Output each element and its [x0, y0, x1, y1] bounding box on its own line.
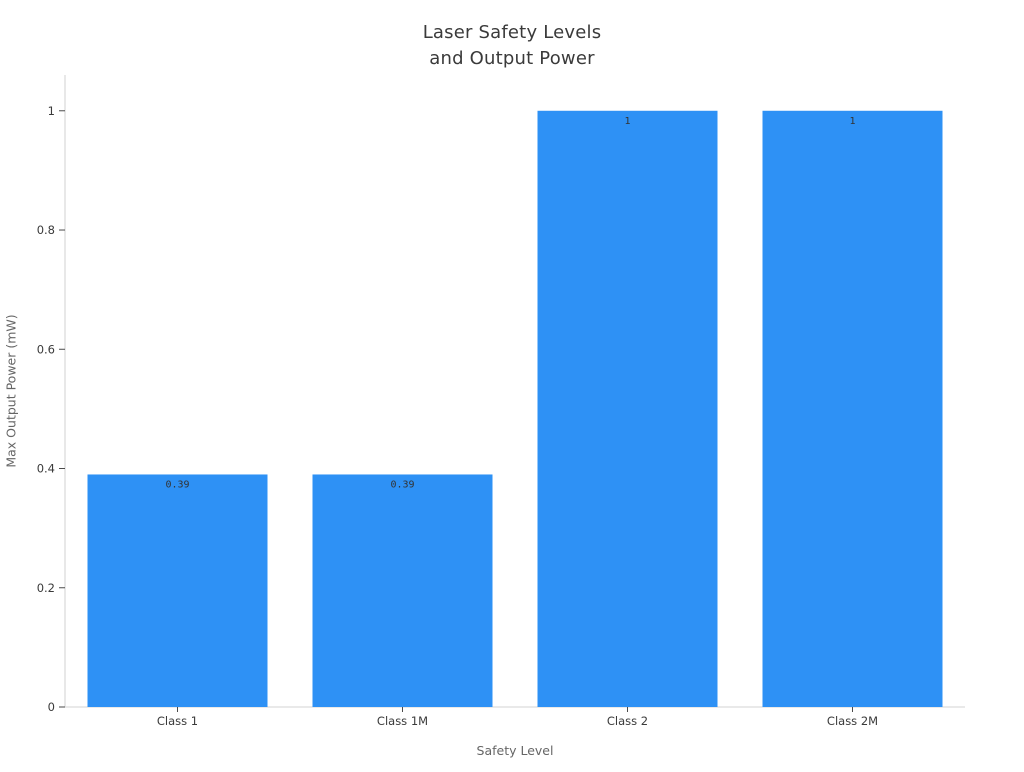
chart-title-line-2: and Output Power: [429, 48, 595, 69]
y-tick-label: 0.2: [37, 581, 55, 595]
y-tick-label: 0.6: [37, 342, 55, 356]
y-tick-label: 1: [48, 104, 55, 118]
bar-value-label: 1: [849, 116, 855, 127]
y-tick-label: 0.8: [37, 223, 55, 237]
y-tick-label: 0.4: [37, 462, 55, 476]
x-tick-label: Class 1M: [377, 714, 428, 728]
bar-value-label: 0.39: [390, 479, 414, 490]
bar: [312, 474, 493, 707]
chart-title: Laser Safety Levels and Output Power: [0, 20, 1024, 72]
x-tick-label: Class 1: [157, 714, 198, 728]
bar-value-label: 1: [624, 116, 630, 127]
chart-title-line-1: Laser Safety Levels: [422, 22, 602, 43]
bar: [87, 474, 268, 707]
y-axis-title: Max Output Power (mW): [3, 314, 19, 468]
x-tick-label: Class 2M: [827, 714, 878, 728]
bar: [762, 110, 943, 708]
x-tick-label: Class 2: [607, 714, 648, 728]
x-axis-title: Safety Level: [476, 743, 554, 758]
y-tick-label: 0: [48, 700, 55, 714]
bar-value-label: 0.39: [165, 479, 189, 490]
bar: [537, 110, 718, 708]
